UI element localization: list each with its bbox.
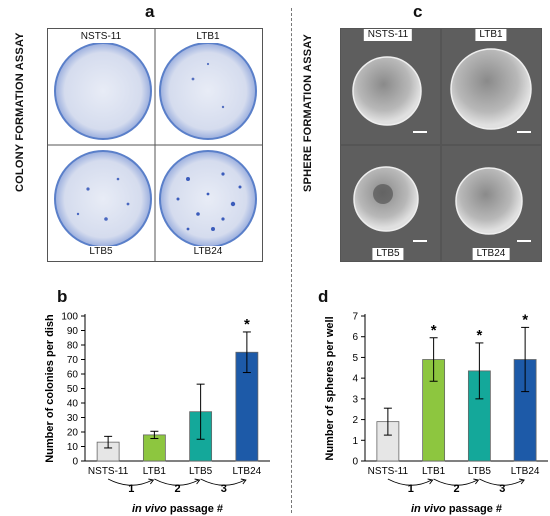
colony-dish-images: [48, 29, 262, 261]
y-tick-label: 2: [352, 415, 358, 426]
sphere-nsts11: [352, 56, 422, 126]
passage-step-label: 3: [499, 483, 505, 495]
y-tick-label: 40: [67, 399, 79, 410]
y-tick-label: 90: [67, 326, 79, 337]
sphere-tile-label-ltb24: LTB24: [472, 248, 510, 260]
significance-star: *: [244, 316, 250, 333]
tile-label-nsts11: NSTS-11: [76, 31, 126, 43]
colony-dish-grid: NSTS-11 LTB1 LTB5 LTB24: [47, 28, 263, 262]
significance-star: *: [522, 311, 528, 328]
y-tick-label: 6: [352, 332, 358, 343]
sphere-bar-chart: 0 1 2 3 4 5 6 7 Number of spheres per well NSTS-1…: [324, 311, 548, 515]
tile-label-ltb24: LTB24: [189, 246, 227, 258]
panel-letter-a: a: [145, 2, 155, 21]
category-label: LTB24: [511, 466, 540, 477]
y-tick-label: 50: [67, 384, 79, 395]
passage-arrow: [387, 478, 432, 486]
passage-step-label: 1: [128, 483, 134, 495]
tile-label-ltb5: LTB5: [85, 246, 117, 258]
passage-arrowhead: [194, 478, 201, 485]
passage-arrow: [154, 478, 199, 486]
y-tick-label: 4: [352, 374, 358, 385]
passage-arrow: [200, 478, 246, 486]
passage-step-label: 3: [221, 483, 227, 495]
sphere-ltb1: [450, 48, 532, 130]
significance-star: *: [476, 327, 482, 344]
sphere-ltb24: [455, 167, 523, 235]
category-label: NSTS-11: [88, 466, 129, 477]
y-tick-label: 30: [67, 413, 79, 424]
y-tick-label: 0: [352, 457, 358, 468]
sphere-tile-label-nsts11: NSTS-11: [363, 29, 413, 41]
passage-arrowhead: [240, 478, 247, 485]
sphere-micrograph-grid: NSTS-11 LTB1 LTB5 LTB24: [340, 28, 542, 262]
category-label: LTB24: [233, 466, 262, 477]
panel-letter-d: d: [318, 287, 329, 306]
passage-step-label: 2: [174, 483, 180, 495]
panel-divider: [291, 8, 293, 513]
sphere-ltb5: [353, 166, 419, 232]
passage-arrowhead: [427, 478, 434, 485]
y-tick-label: 60: [67, 370, 79, 381]
passage-step-label: 2: [453, 483, 459, 495]
y-tick-label: 0: [72, 457, 78, 468]
scale-bars: [413, 131, 531, 242]
passage-arrow: [479, 478, 524, 486]
dish-ltb5: [54, 150, 152, 248]
y-tick-label: 7: [352, 312, 358, 323]
panel-letter-c: c: [413, 2, 423, 21]
y-tick-label: 20: [67, 428, 79, 439]
y-axis-label: Number of spheres per well: [324, 316, 336, 460]
y-tick-label: 10: [67, 442, 79, 453]
colony-assay-title: COLONY FORMATION ASSAY: [14, 32, 26, 192]
passage-arrowhead: [519, 478, 525, 485]
category-label: LTB1: [143, 466, 167, 477]
y-tick-label: 70: [67, 355, 79, 366]
dish-ltb24: [159, 150, 257, 248]
sphere-tile-label-ltb5: LTB5: [372, 248, 404, 260]
passage-arrow: [433, 478, 478, 486]
dish-nsts11: [54, 42, 152, 140]
x-axis-label: in vivo passage #: [411, 503, 502, 515]
x-axis-label: in vivo passage #: [132, 503, 223, 515]
category-label: LTB5: [189, 466, 213, 477]
sphere-micrograph-images: [341, 29, 541, 261]
category-label: LTB1: [422, 466, 446, 477]
passage-step-label: 1: [408, 483, 414, 495]
passage-arrowhead: [473, 478, 480, 485]
y-tick-label: 3: [352, 394, 358, 405]
tile-label-ltb1: LTB1: [192, 31, 224, 43]
passage-arrow: [107, 478, 153, 486]
passage-arrowhead: [148, 478, 155, 485]
sphere-tile-label-ltb1: LTB1: [475, 29, 507, 41]
y-tick-label: 80: [67, 341, 79, 352]
y-tick-label: 100: [61, 312, 78, 323]
y-tick-label: 1: [352, 436, 358, 447]
category-label: LTB5: [468, 466, 492, 477]
y-tick-label: 5: [352, 353, 358, 364]
sphere-assay-title: SPHERE FORMATION ASSAY: [302, 33, 314, 192]
dish-ltb1: [159, 42, 257, 140]
colony-bar-chart: 0 10 20 30 40 50 60 70 80 90 100 Number of colonies…: [44, 312, 270, 515]
panel-letter-b: b: [57, 287, 68, 306]
y-axis-label: Number of colonies per dish: [44, 314, 56, 463]
significance-star: *: [431, 322, 437, 339]
category-label: NSTS-11: [368, 466, 409, 477]
